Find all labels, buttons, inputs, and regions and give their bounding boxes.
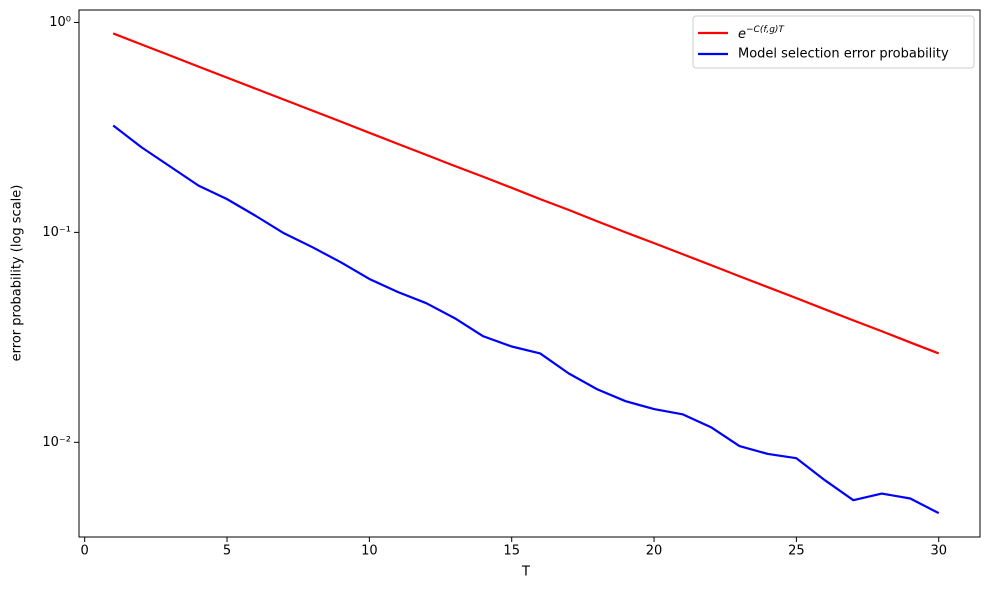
line	[112, 124, 940, 515]
x-tick-label: 15	[503, 544, 520, 559]
y-tick-label: 10⁰	[49, 15, 71, 30]
x-axis-label: T	[521, 565, 530, 580]
legend-label: e−C(f,g)T	[738, 25, 785, 42]
y-axis-label: error probability (log scale)	[10, 185, 25, 362]
x-tick-label: 5	[223, 544, 231, 559]
x-tick-label: 25	[788, 544, 805, 559]
x-tick-label: 20	[646, 544, 663, 559]
x-tick-label: 30	[930, 544, 947, 559]
y-tick-label: 10⁻²	[42, 435, 71, 450]
line	[112, 32, 940, 355]
plot-frame	[78, 9, 981, 538]
legend-box	[692, 15, 975, 69]
x-tick-label: 10	[361, 544, 378, 559]
legend-label: Model selection error probability	[738, 47, 949, 62]
y-tick-label: 10⁻¹	[42, 225, 71, 240]
x-tick-label: 0	[81, 544, 89, 559]
